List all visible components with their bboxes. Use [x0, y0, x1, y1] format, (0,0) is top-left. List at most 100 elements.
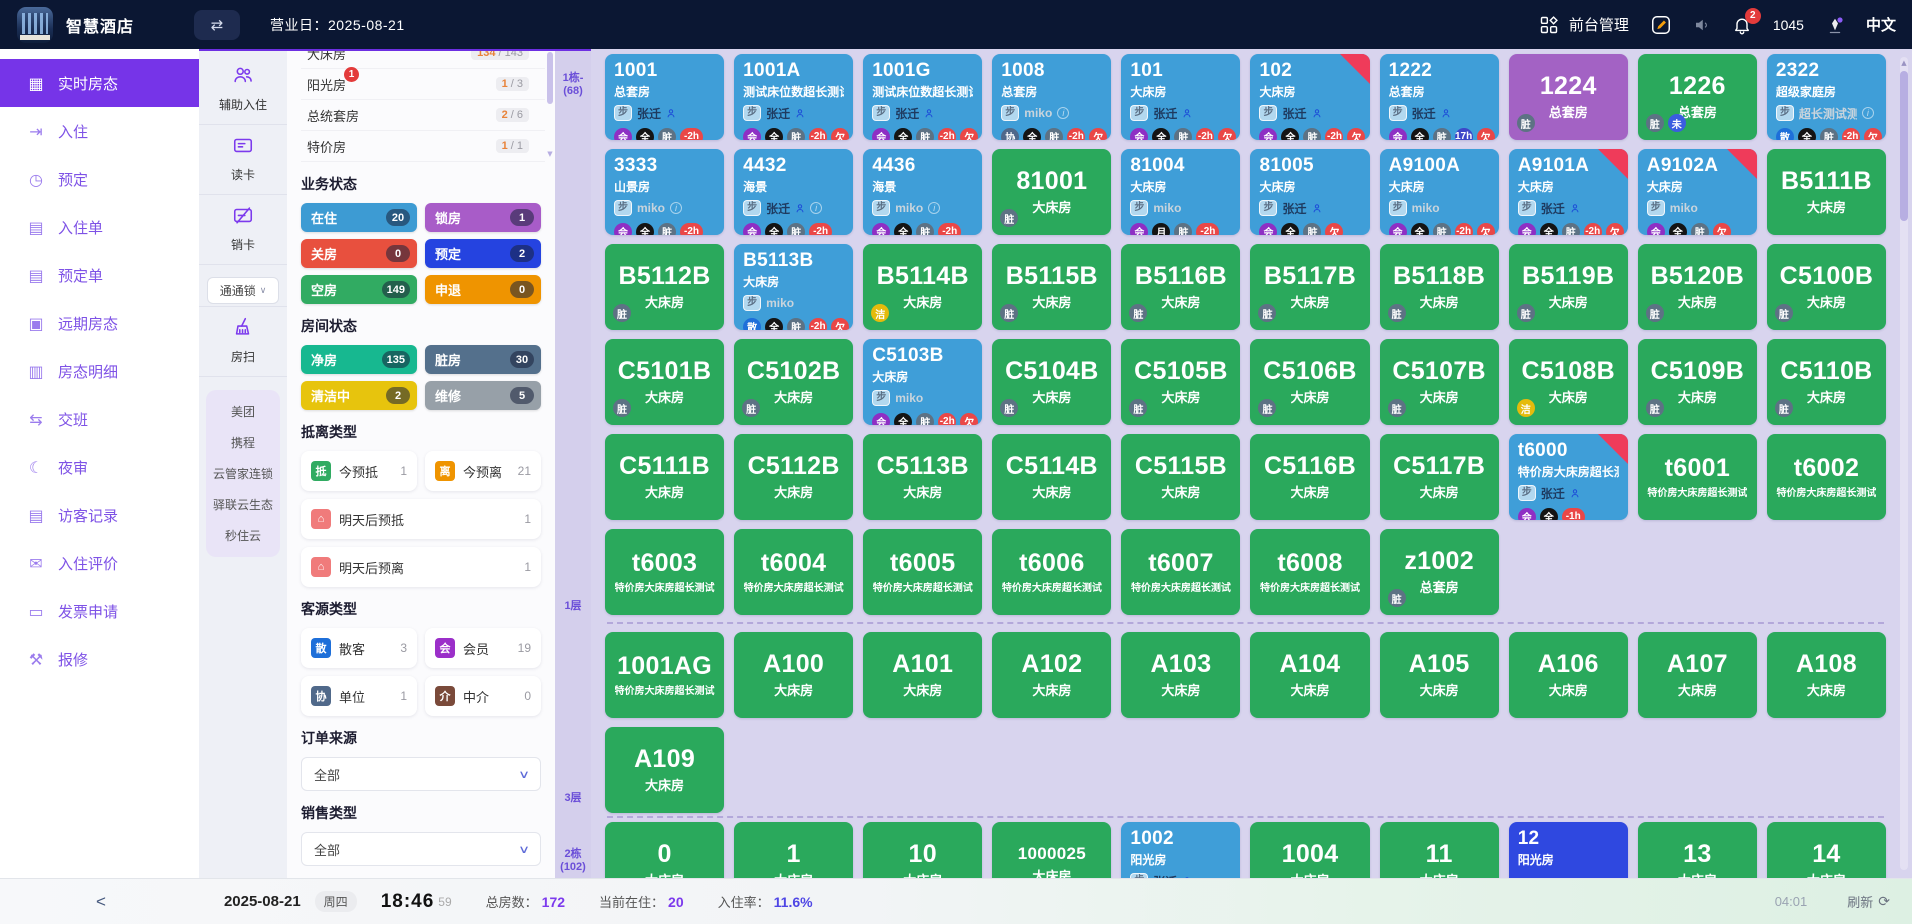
room-card-t6007[interactable]: t6007 特价房大床房超长测试 — [1121, 529, 1241, 615]
source-filter-0[interactable]: 散散客 3 — [301, 628, 417, 668]
room-card-C5117B[interactable]: C5117B 大床房 — [1379, 434, 1499, 520]
scroll-thumb[interactable] — [547, 52, 553, 104]
room-card-t6002[interactable]: t6002 特价房大床房超长测试 — [1766, 434, 1886, 520]
sidebar-item-0[interactable]: ▦ 实时房态 — [0, 59, 199, 107]
room-card-t6005[interactable]: t6005 特价房大床房超长测试 — [863, 529, 983, 615]
channel-item[interactable]: 云管家连锁 — [212, 467, 273, 481]
room-card-t6003[interactable]: t6003 特价房大床房超长测试 — [605, 529, 725, 615]
room-card-B5115B[interactable]: B5115B 大床房脏 — [992, 244, 1112, 330]
room-card-102[interactable]: 102 大床房步张迁会全脏 -2h 欠 — [1250, 54, 1370, 140]
business-filter-1[interactable]: 锁房 1 — [425, 203, 541, 232]
room-card-14[interactable]: 14 大床房 — [1766, 822, 1886, 878]
room-card-A108[interactable]: A108 大床房 — [1766, 632, 1886, 718]
room-card-A107[interactable]: A107 大床房 — [1637, 632, 1757, 718]
sidebar-item-11[interactable]: ▭ 发票申请 — [0, 587, 199, 635]
room-card-C5103B[interactable]: C5103B 大床房步 miko 会全脏 -2h 欠 — [863, 339, 983, 425]
room-card-10[interactable]: 10 大床房 — [863, 822, 983, 878]
sidebar-item-6[interactable]: ▥ 房态明细 — [0, 347, 199, 395]
room-card-11[interactable]: 11 大床房 — [1379, 822, 1499, 878]
room-card-1001G[interactable]: 1001G 测试床位数超长测试步张迁会全脏 -2h 欠 — [863, 54, 983, 140]
read-card-button[interactable]: 读卡 — [199, 125, 287, 195]
room-card-A109[interactable]: A109 大床房 — [605, 727, 725, 813]
room-card-B5118B[interactable]: B5118B 大床房脏 — [1379, 244, 1499, 330]
room-card-C5108B[interactable]: C5108B 大床房洁 — [1508, 339, 1628, 425]
room-type-row[interactable]: 阳光房 1 1 / 3 — [301, 66, 545, 100]
roomstate-filter-1[interactable]: 脏房 30 — [425, 345, 541, 374]
sidebar-item-8[interactable]: ☾ 夜审 — [0, 443, 199, 491]
room-card-t6004[interactable]: t6004 特价房大床房超长测试 — [734, 529, 854, 615]
room-type-row[interactable]: 特价房 1 / 1 — [301, 131, 545, 162]
room-card-81005[interactable]: 81005 大床房步张迁会全脏欠 — [1250, 149, 1370, 235]
refresh-button[interactable]: 刷新 ⟳ — [1847, 892, 1890, 911]
room-card-4432[interactable]: 4432 海景步张迁 i 会全脏 -2h — [734, 149, 854, 235]
room-card-A104[interactable]: A104 大床房 — [1250, 632, 1370, 718]
language-switch[interactable]: 中文 — [1865, 17, 1896, 34]
room-card-A105[interactable]: A105 大床房 — [1379, 632, 1499, 718]
room-card-1004[interactable]: 1004 大床房 — [1250, 822, 1370, 878]
source-filter-3[interactable]: 介中介 0 — [425, 676, 541, 716]
room-card-A9101A[interactable]: A9101A 大床房步张迁会全脏 -2h 欠 — [1508, 149, 1628, 235]
room-card-z1002[interactable]: z1002 总套房脏 — [1379, 529, 1499, 615]
channel-item[interactable]: 携程 — [230, 436, 255, 450]
room-card-C5105B[interactable]: C5105B 大床房脏 — [1121, 339, 1241, 425]
sidebar-item-4[interactable]: ▤ 预定单 — [0, 251, 199, 299]
edit-pencil-icon[interactable] — [1650, 14, 1672, 36]
sale-type-select[interactable]: 全部 ∨ — [301, 832, 541, 866]
room-type-row[interactable]: 总统套房 2 / 6 — [301, 100, 545, 131]
assist-checkin-button[interactable]: 辅助入住 — [199, 55, 287, 125]
channel-item[interactable]: 秒住云 — [224, 529, 261, 543]
sidebar-item-10[interactable]: ✉ 入住评价 — [0, 539, 199, 587]
room-card-C5100B[interactable]: C5100B 大床房脏 — [1766, 244, 1886, 330]
channel-item[interactable]: 驿联云生态 — [212, 498, 273, 512]
room-card-3333[interactable]: 3333 山景房步 miko i 会全脏 -2h — [605, 149, 725, 235]
room-card-B5117B[interactable]: B5117B 大床房脏 — [1250, 244, 1370, 330]
channel-item[interactable]: 美团 — [230, 405, 255, 419]
room-card-C5109B[interactable]: C5109B 大床房脏 — [1637, 339, 1757, 425]
business-filter-2[interactable]: 关房 0 — [301, 239, 417, 268]
roomstate-filter-3[interactable]: 维修 5 — [425, 381, 541, 410]
room-card-t6006[interactable]: t6006 特价房大床房超长测试 — [992, 529, 1112, 615]
sidebar-item-1[interactable]: ⇥ 入住 — [0, 107, 199, 155]
room-card-C5114B[interactable]: C5114B 大床房 — [992, 434, 1112, 520]
room-card-t6008[interactable]: t6008 特价房大床房超长测试 — [1250, 529, 1370, 615]
business-filter-4[interactable]: 空房 149 — [301, 275, 417, 304]
room-card-B5116B[interactable]: B5116B 大床房脏 — [1121, 244, 1241, 330]
room-card-B5111B[interactable]: B5111B 大床房 — [1766, 149, 1886, 235]
room-card-1222[interactable]: 1222 总套房步张迁会全脏 17h 欠 — [1379, 54, 1499, 140]
arrival-filter-1[interactable]: 离今预离 21 — [425, 451, 541, 491]
speaker-muted-icon[interactable] — [1693, 16, 1711, 34]
room-card-A101[interactable]: A101 大床房 — [863, 632, 983, 718]
scroll-up-icon[interactable]: ▲ — [1901, 59, 1907, 67]
room-card-2322[interactable]: 2322 超级家庭房步超长测试测 i 散全脏 -2h 欠 — [1766, 54, 1886, 140]
cancel-card-button[interactable]: 销卡 — [199, 195, 287, 265]
main-scrollbar[interactable]: ▲ — [1900, 57, 1908, 870]
room-card-0[interactable]: 0 大床房 — [605, 822, 725, 878]
room-card-C5104B[interactable]: C5104B 大床房脏 — [992, 339, 1112, 425]
scroll-thumb[interactable] — [1900, 71, 1908, 221]
room-card-1001[interactable]: 1001 总套房步张迁会全脏 -2h — [605, 54, 725, 140]
arrival-filter-2[interactable]: ⌂ 明天后预抵 1 — [301, 499, 541, 539]
room-card-C5110B[interactable]: C5110B 大床房脏 — [1766, 339, 1886, 425]
room-card-13[interactable]: 13 大床房 — [1637, 822, 1757, 878]
room-card-B5114B[interactable]: B5114B 大床房洁 — [863, 244, 983, 330]
arrival-filter-3[interactable]: ⌂ 明天后预离 1 — [301, 547, 541, 587]
scroll-down-icon[interactable]: ▼ — [547, 150, 553, 158]
sidebar-item-5[interactable]: ▣ 远期房态 — [0, 299, 199, 347]
apps-grid-icon[interactable] — [1539, 15, 1559, 35]
room-card-t6000[interactable]: t6000 特价房大床房超长测试步张迁会全-1h — [1508, 434, 1628, 520]
front-desk-nav[interactable]: 前台管理 — [1568, 17, 1629, 34]
room-card-B5119B[interactable]: B5119B 大床房脏 — [1508, 244, 1628, 330]
room-card-C5116B[interactable]: C5116B 大床房 — [1250, 434, 1370, 520]
room-card-C5107B[interactable]: C5107B 大床房脏 — [1379, 339, 1499, 425]
room-sweep-button[interactable]: 房扫 — [199, 306, 287, 377]
roomstate-filter-2[interactable]: 清洁中 2 — [301, 381, 417, 410]
room-card-C5113B[interactable]: C5113B 大床房 — [863, 434, 983, 520]
business-filter-3[interactable]: 预定 2 — [425, 239, 541, 268]
room-card-1008[interactable]: 1008 总套房步 miko i 协全脏 -2h 欠 — [992, 54, 1112, 140]
room-card-A100[interactable]: A100 大床房 — [734, 632, 854, 718]
room-card-1001AG[interactable]: 1001AG 特价房大床房超长测试 — [605, 632, 725, 718]
room-card-1226[interactable]: 1226 总套房脏未 — [1637, 54, 1757, 140]
ink-pen-icon[interactable] — [1825, 15, 1845, 35]
roomstate-filter-0[interactable]: 净房 135 — [301, 345, 417, 374]
room-card-1000025[interactable]: 1000025 大床房 — [992, 822, 1112, 878]
